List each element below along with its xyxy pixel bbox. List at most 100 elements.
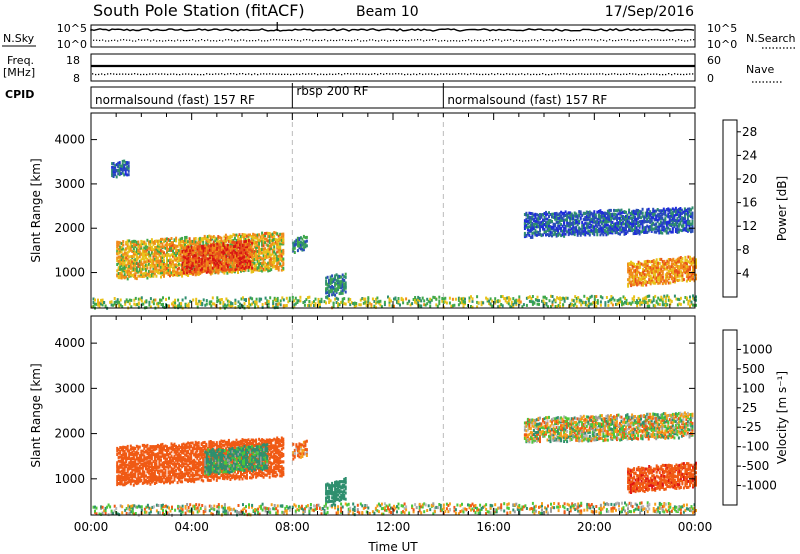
nave-point — [548, 73, 550, 76]
data-cell — [191, 239, 194, 243]
data-cell — [168, 304, 170, 308]
data-cell — [276, 238, 279, 242]
data-cell — [678, 265, 681, 269]
data-cell — [331, 274, 334, 278]
data-cell — [678, 268, 681, 272]
data-cell — [608, 227, 611, 231]
data-cell — [682, 262, 685, 266]
data-cell — [297, 299, 300, 303]
data-cell — [686, 215, 689, 219]
data-cell — [163, 272, 165, 276]
data-cell — [169, 247, 171, 250]
nave-point — [362, 73, 364, 75]
data-cell — [620, 222, 623, 225]
data-cell — [245, 248, 247, 252]
data-cell — [646, 267, 649, 271]
data-cell — [664, 281, 667, 285]
data-cell — [264, 247, 267, 251]
data-cell — [531, 217, 534, 221]
nave-point — [137, 73, 139, 75]
data-cell — [201, 270, 204, 274]
data-cell — [185, 241, 188, 245]
data-cell — [238, 237, 241, 241]
data-cell — [232, 251, 235, 255]
data-cell — [228, 263, 231, 267]
data-cell — [282, 298, 285, 302]
data-cell — [634, 226, 637, 230]
data-cell — [663, 294, 666, 298]
data-cell — [531, 221, 534, 225]
data-cell — [253, 242, 256, 246]
data-cell — [163, 238, 165, 242]
data-cell — [613, 225, 615, 229]
data-cell — [563, 226, 566, 230]
data-cell — [557, 213, 560, 217]
data-cell — [219, 248, 222, 252]
data-cell — [216, 242, 219, 246]
data-cell — [664, 227, 667, 231]
data-cell — [464, 300, 466, 304]
data-cell — [220, 248, 223, 252]
data-cell — [588, 215, 591, 219]
data-cell — [229, 245, 232, 249]
data-cell — [251, 302, 254, 306]
data-cell — [687, 271, 690, 275]
data-cell — [662, 207, 665, 211]
data-cell — [643, 269, 646, 273]
data-cell — [641, 229, 644, 233]
data-cell — [219, 242, 222, 246]
data-cell — [650, 225, 653, 229]
data-cell — [251, 241, 254, 245]
data-cell — [647, 228, 650, 232]
nsearch-point — [483, 40, 485, 42]
data-cell — [225, 268, 228, 272]
data-cell — [689, 255, 691, 259]
data-cell — [250, 268, 253, 272]
data-cell — [231, 246, 234, 250]
data-cell — [249, 247, 252, 251]
data-cell — [242, 248, 244, 252]
data-cell — [572, 232, 575, 236]
data-cell — [276, 246, 279, 250]
data-cell — [418, 304, 421, 308]
data-cell — [367, 300, 370, 304]
data-cell — [236, 260, 238, 264]
data-cell — [299, 299, 302, 303]
data-cell — [400, 296, 403, 300]
nsearch-point — [207, 39, 209, 41]
nsearch-point — [519, 39, 521, 42]
data-cell — [672, 276, 675, 280]
data-cell — [246, 234, 248, 238]
data-cell — [262, 249, 265, 253]
nave-point — [479, 73, 481, 76]
data-cell — [253, 252, 256, 256]
data-cell — [125, 298, 128, 302]
nave-point — [539, 73, 541, 76]
data-cell — [144, 268, 147, 271]
data-cell — [237, 238, 239, 242]
data-cell — [282, 238, 285, 242]
data-cell — [265, 231, 268, 235]
data-cell — [246, 248, 249, 251]
nsearch-point — [150, 40, 152, 42]
data-cell — [625, 228, 627, 232]
data-cell — [196, 268, 199, 271]
data-cell — [190, 261, 193, 265]
data-cell — [126, 173, 129, 177]
data-cell — [184, 236, 187, 239]
data-cell — [606, 227, 609, 231]
data-cell — [248, 242, 250, 246]
data-cell — [414, 298, 417, 302]
data-cell — [164, 246, 167, 250]
data-cell — [640, 230, 643, 234]
data-cell — [554, 231, 557, 235]
data-cell — [234, 268, 237, 272]
data-cell — [262, 261, 265, 265]
data-cell — [671, 227, 674, 231]
data-cell — [246, 263, 249, 267]
data-cell — [308, 295, 311, 299]
nave-point — [377, 73, 379, 76]
nave-point — [428, 73, 430, 75]
data-cell — [652, 280, 655, 284]
data-cell — [674, 213, 677, 217]
